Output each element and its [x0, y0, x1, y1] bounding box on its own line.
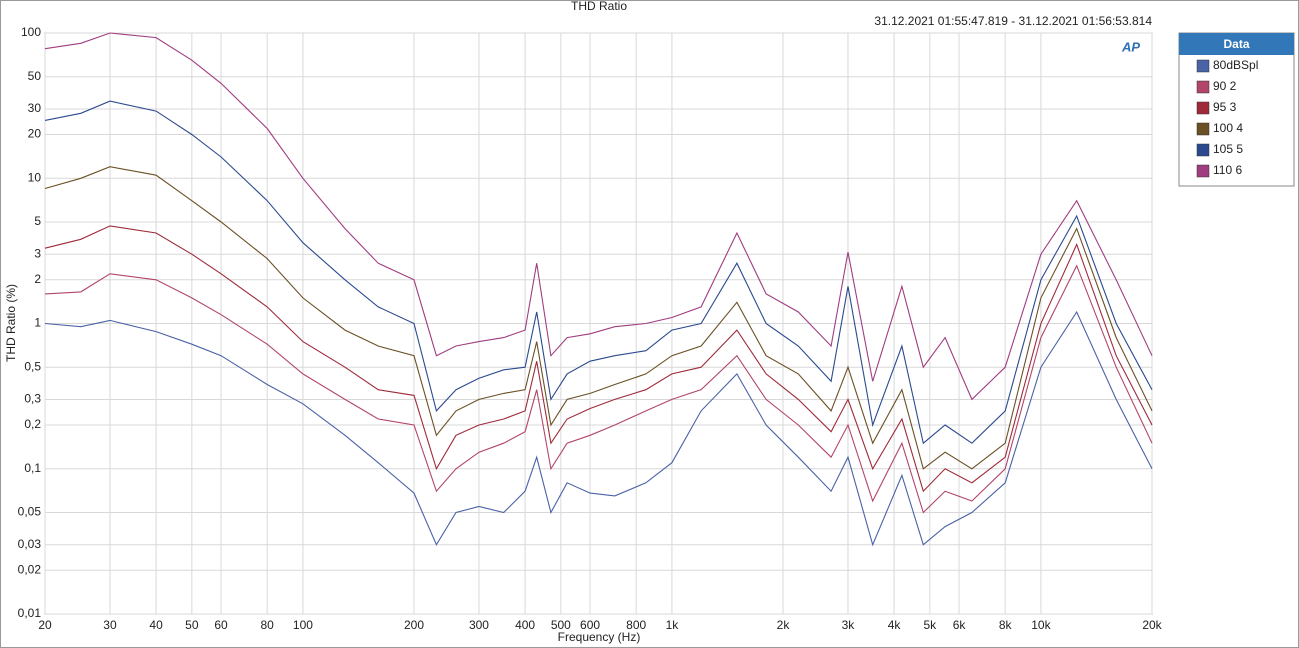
x-tick-label: 2k	[777, 618, 791, 632]
y-tick-label: 2	[34, 272, 41, 286]
x-tick-label: 30	[103, 618, 117, 632]
legend-label: 80dBSpl	[1213, 58, 1258, 72]
logo: AP	[1121, 39, 1140, 54]
chart-title: THD Ratio	[571, 0, 627, 13]
x-tick-label: 3k	[842, 618, 856, 632]
legend-swatch	[1196, 164, 1210, 178]
legend-swatch	[1196, 122, 1210, 136]
x-tick-label: 5k	[923, 618, 937, 632]
legend-label: 95 3	[1213, 100, 1237, 114]
legend-swatch	[1196, 101, 1210, 115]
y-tick-label: 50	[28, 69, 42, 83]
series-line	[44, 310, 1153, 547]
y-tick-label: 0,02	[18, 562, 42, 576]
y-tick-label: 0,01	[18, 606, 42, 620]
y-tick-label: 10	[28, 170, 42, 184]
x-tick-label: 800	[626, 618, 646, 632]
y-tick-label: 0,03	[18, 537, 42, 551]
x-tick-label: 8k	[999, 618, 1013, 632]
y-tick-label: 30	[28, 101, 42, 115]
x-tick-label: 300	[469, 618, 489, 632]
y-tick-label: 1	[34, 316, 41, 330]
y-tick-label: 3	[34, 246, 41, 260]
legend-header	[1179, 33, 1294, 55]
x-tick-label: 4k	[888, 618, 902, 632]
x-tick-label: 600	[580, 618, 600, 632]
legend-swatch	[1196, 59, 1210, 73]
x-tick-label: 40	[149, 618, 163, 632]
legend-title: Data	[1223, 37, 1249, 51]
legend-label: 110 6	[1213, 163, 1242, 177]
series-line	[44, 100, 1153, 445]
legend-label: 90 2	[1213, 79, 1237, 93]
x-tick-label: 10k	[1031, 618, 1051, 632]
legend-swatch	[1196, 80, 1210, 94]
y-tick-label: 0,5	[24, 359, 41, 373]
x-tick-label: 50	[185, 618, 199, 632]
x-tick-label: 6k	[953, 618, 967, 632]
y-tick-label: 100	[21, 25, 41, 39]
legend-swatch	[1196, 143, 1210, 157]
x-tick-label: 400	[515, 618, 535, 632]
x-tick-label: 1k	[666, 618, 680, 632]
x-axis-label: Frequency (Hz)	[558, 630, 641, 644]
legend-label: 105 5	[1213, 142, 1243, 156]
x-tick-label: 200	[404, 618, 424, 632]
x-tick-label: 100	[293, 618, 313, 632]
legend-label: 100 4	[1213, 121, 1243, 135]
x-tick-label: 20k	[1142, 618, 1162, 632]
y-tick-label: 0,05	[18, 505, 42, 519]
y-tick-label: 20	[28, 127, 42, 141]
x-tick-label: 20	[38, 618, 52, 632]
y-axis-label: THD Ratio (%)	[4, 284, 18, 362]
series-line	[44, 225, 1153, 493]
y-tick-label: 0,2	[24, 417, 41, 431]
subtitle: 31.12.2021 01:55:47.819 - 31.12.2021 01:…	[874, 14, 1152, 28]
series-line	[44, 264, 1153, 514]
series-line	[44, 166, 1153, 470]
y-tick-label: 0,1	[24, 461, 41, 475]
x-tick-label: 60	[214, 618, 228, 632]
y-tick-label: 0,3	[24, 392, 41, 406]
x-tick-label: 80	[260, 618, 274, 632]
y-tick-label: 5	[34, 214, 41, 228]
series-line	[44, 32, 1153, 401]
x-tick-label: 500	[551, 618, 571, 632]
